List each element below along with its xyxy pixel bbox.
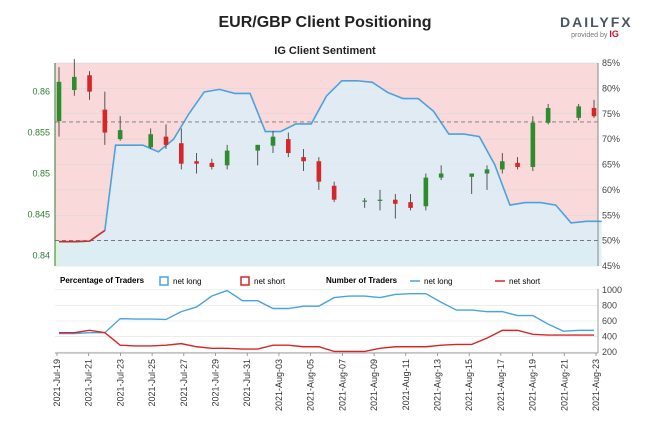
- legend-short-swatch: [240, 276, 250, 286]
- brand-name: DAILYFX: [560, 14, 633, 30]
- legend: Percentage of Traders net long net short…: [60, 276, 541, 286]
- legend-num-label: Number of Traders: [326, 276, 398, 285]
- candle-body: [469, 173, 475, 177]
- candle-body: [224, 150, 230, 166]
- candle-body: [316, 161, 322, 182]
- x-tick-label: 2021-Aug-03: [274, 359, 284, 411]
- right-tick-label: 80%: [602, 83, 620, 93]
- candle-body: [530, 122, 536, 167]
- right-tick-label: 60%: [602, 185, 620, 195]
- left-tick-label: 0.85: [32, 169, 50, 179]
- x-tick-label: 2021-Jul-23: [115, 359, 125, 407]
- bottom-tick-label: 800: [602, 300, 617, 310]
- left-tick-label: 0.855: [27, 128, 50, 138]
- bottom-tick-label: 1000: [602, 285, 622, 295]
- net-long-area: [59, 80, 602, 266]
- left-tick-label: 0.84: [32, 250, 50, 260]
- chart-title: EUR/GBP Client Positioning: [218, 14, 432, 31]
- candle-body: [591, 108, 597, 117]
- candle-body: [331, 185, 337, 200]
- x-tick-label: 2021-Aug-09: [369, 359, 379, 411]
- candle-body: [408, 202, 413, 208]
- x-tick-label: 2021-Jul-31: [242, 359, 252, 407]
- candle-body: [377, 199, 383, 201]
- x-tick-label: 2021-Aug-11: [401, 359, 411, 410]
- candle-body: [576, 106, 582, 118]
- trader-count-panel: 200 400 600 800 1000 2021-Jul-19 2021-Jul-21 20…: [52, 285, 622, 411]
- x-tick-label: 2021-Jul-25: [147, 359, 157, 407]
- candle-body: [194, 161, 199, 164]
- candle-body: [148, 134, 154, 148]
- candle-body: [209, 162, 215, 167]
- legend-pct-label: Percentage of Traders: [60, 276, 145, 285]
- candle-body: [117, 130, 123, 140]
- right-tick-label: 85%: [602, 58, 620, 68]
- dailyfx-logo: DAILYFX provided by IG: [560, 14, 633, 39]
- candle-body: [484, 169, 490, 174]
- left-tick-label: 0.845: [27, 209, 50, 219]
- trader-count-line-short: [59, 329, 594, 353]
- x-tick-label: 2021-Aug-05: [306, 359, 316, 411]
- x-tick-label: 2021-Jul-19: [52, 359, 62, 407]
- legend-short-label: net short: [254, 277, 286, 286]
- price-sentiment-panel: 0.84 0.845 0.85 0.855 0.86 45% 50% 55% 60% 65% 70%…: [27, 58, 620, 271]
- x-tick-label: 2021-Jul-29: [211, 359, 221, 407]
- brand-sub: provided by IG: [571, 29, 619, 39]
- candle-body: [102, 109, 108, 133]
- candle-body: [56, 81, 62, 122]
- right-tick-label: 50%: [602, 236, 620, 246]
- candle-body: [362, 200, 368, 202]
- net-short-pct-line: [59, 229, 106, 243]
- bottom-tick-label: 600: [602, 316, 617, 326]
- candle-body: [255, 144, 261, 151]
- candle-body: [285, 139, 291, 154]
- x-tick-label: 2021-Aug-17: [496, 359, 506, 411]
- legend-long-label: net long: [173, 277, 201, 286]
- candle-body: [87, 75, 92, 92]
- candle-body: [545, 108, 551, 123]
- candle-body: [71, 76, 77, 91]
- candle-body: [515, 162, 520, 167]
- candle-body: [163, 136, 169, 145]
- right-tick-label: 45%: [602, 261, 620, 271]
- legend-num-long-label: net long: [424, 277, 452, 286]
- legend-long-swatch: [159, 276, 169, 286]
- trader-count-line-long: [59, 289, 594, 335]
- candle-body: [270, 136, 276, 146]
- right-tick-label: 55%: [602, 210, 620, 220]
- x-tick-label: 2021-Jul-27: [179, 359, 189, 407]
- candle-body: [392, 199, 398, 204]
- bottom-tick-label: 400: [602, 332, 617, 342]
- candle-body: [178, 143, 184, 164]
- chart-subtitle: IG Client Sentiment: [274, 45, 376, 57]
- right-tick-label: 65%: [602, 160, 620, 170]
- x-tick-label: 2021-Jul-21: [84, 359, 94, 407]
- x-tick-label: 2021-Aug-23: [591, 359, 601, 411]
- candle-body: [423, 177, 429, 207]
- candle-body: [499, 161, 505, 170]
- legend-num-short-label: net short: [509, 277, 541, 286]
- right-tick-label: 70%: [602, 134, 620, 144]
- left-tick-label: 0.86: [32, 87, 50, 97]
- x-tick-label: 2021-Aug-15: [464, 359, 474, 411]
- x-tick-label: 2021-Aug-13: [432, 359, 442, 411]
- candle-body: [438, 173, 444, 178]
- right-tick-label: 75%: [602, 109, 620, 119]
- bottom-tick-label: 200: [602, 347, 617, 357]
- x-tick-label: 2021-Aug-07: [337, 359, 347, 411]
- net-long-pct-line: [59, 79, 602, 243]
- candle-body: [301, 157, 306, 162]
- x-tick-label: 2021-Aug-21: [559, 359, 569, 411]
- x-tick-label: 2021-Aug-19: [528, 359, 538, 411]
